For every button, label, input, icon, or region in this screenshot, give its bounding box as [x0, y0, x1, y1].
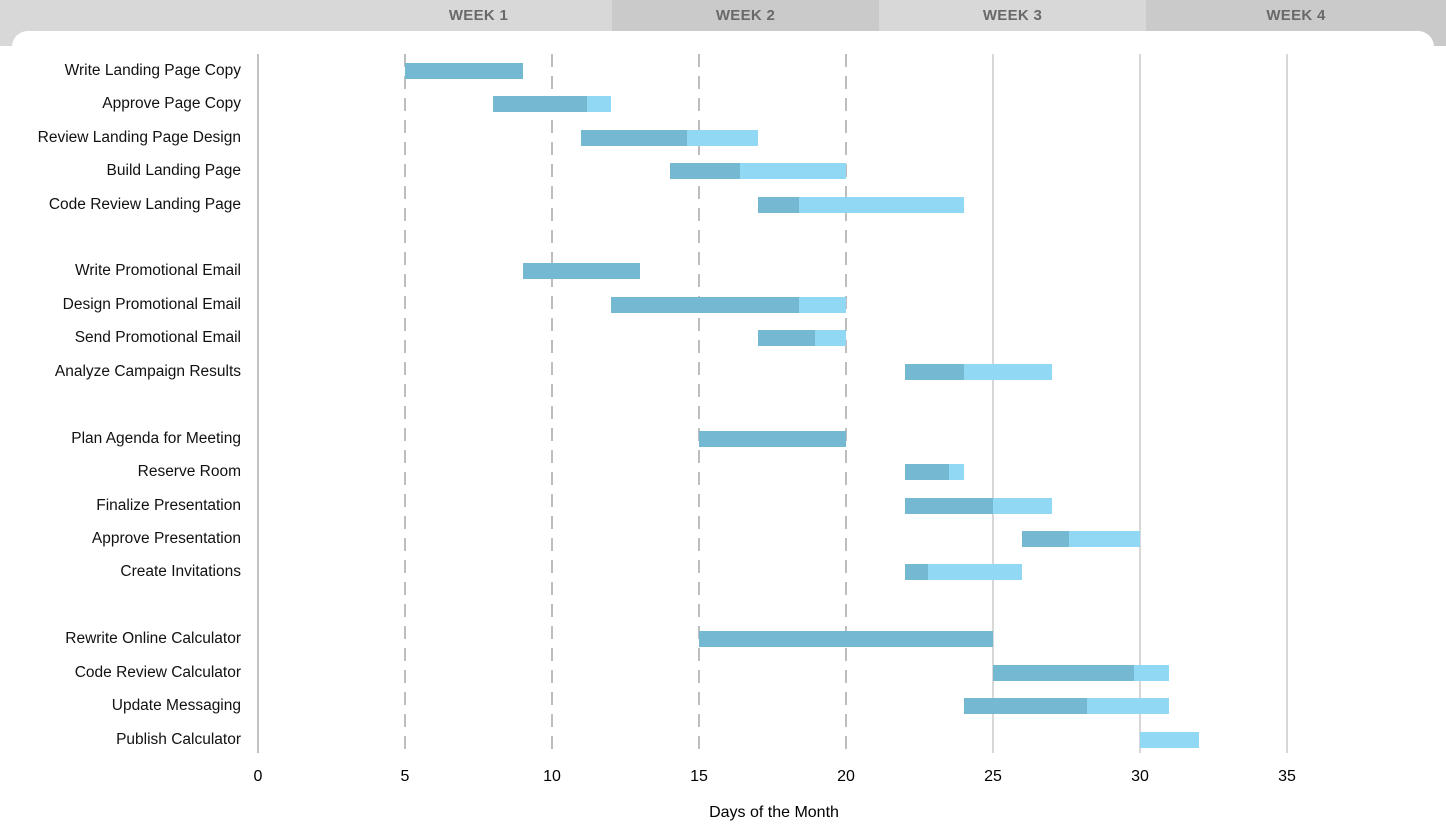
x-tick-30: 30	[1131, 768, 1149, 785]
bar-remaining-segment	[798, 296, 846, 313]
bar-remaining-segment	[928, 564, 1023, 581]
gridline-day-30	[1139, 54, 1141, 753]
gantt-bar-approve-presentation	[1022, 531, 1140, 548]
task-label-write-landing-page-copy: Write Landing Page Copy	[64, 61, 241, 79]
task-label-update-messaging: Update Messaging	[111, 697, 241, 715]
bar-completed-segment	[493, 96, 588, 113]
gantt-bar-build-landing-page	[669, 163, 846, 180]
gridline-day-20	[845, 54, 847, 753]
gantt-bar-finalize-presentation	[904, 497, 1052, 514]
bar-completed-segment	[757, 196, 799, 213]
gantt-bar-analyze-campaign-results	[904, 363, 1052, 380]
bar-remaining-segment	[687, 129, 758, 146]
gridline-day-25	[992, 54, 994, 753]
task-label-approve-page-copy: Approve Page Copy	[102, 95, 241, 113]
gantt-bar-plan-agenda-for-meeting	[699, 430, 846, 447]
bar-remaining-segment	[1134, 664, 1170, 681]
bar-completed-segment	[904, 464, 949, 481]
bar-completed-segment	[904, 363, 964, 380]
gantt-bar-update-messaging	[963, 698, 1170, 715]
bar-completed-segment	[904, 497, 993, 514]
week-label-1: WEEK 1	[448, 7, 509, 24]
gantt-bar-rewrite-online-calculator	[699, 631, 993, 648]
gantt-bar-review-landing-page-design	[581, 129, 758, 146]
bar-completed-segment	[699, 631, 993, 648]
gantt-bar-write-landing-page-copy	[405, 62, 523, 79]
gridline-day-35	[1286, 54, 1288, 753]
gantt-bar-send-promotional-email	[757, 330, 846, 347]
week-label-2: WEEK 2	[715, 7, 776, 24]
week-label-4: WEEK 4	[1266, 7, 1326, 24]
bar-completed-segment	[904, 564, 929, 581]
bar-remaining-segment	[948, 464, 964, 481]
x-tick-15: 15	[690, 768, 708, 785]
x-tick-5: 5	[400, 768, 410, 785]
task-label-code-review-calculator: Code Review Calculator	[74, 663, 241, 681]
x-tick-25: 25	[984, 768, 1002, 785]
gridline-day-15	[698, 54, 700, 753]
task-label-plan-agenda-for-meeting: Plan Agenda for Meeting	[71, 429, 241, 447]
gantt-bar-reserve-room	[904, 464, 964, 481]
bar-remaining-segment	[587, 96, 611, 113]
bar-completed-segment	[669, 163, 741, 180]
bar-remaining-segment	[963, 363, 1052, 380]
bar-remaining-segment	[992, 497, 1052, 514]
gantt-bar-design-promotional-email	[610, 296, 846, 313]
week-label-3: WEEK 3	[982, 7, 1043, 24]
gantt-bar-approve-page-copy	[493, 96, 611, 113]
task-label-send-promotional-email: Send Promotional Email	[74, 329, 241, 347]
bar-completed-segment	[1022, 531, 1070, 548]
task-label-reserve-room: Reserve Room	[137, 463, 241, 481]
gantt-bar-code-review-calculator	[993, 664, 1170, 681]
x-axis-title: Days of the Month	[709, 804, 839, 821]
x-tick-35: 35	[1278, 768, 1296, 785]
bar-remaining-segment	[815, 330, 846, 347]
bar-remaining-segment	[1069, 531, 1140, 548]
bar-completed-segment	[610, 296, 799, 313]
bar-remaining-segment	[1140, 731, 1199, 748]
gridline-day-10	[551, 54, 553, 753]
task-label-create-invitations: Create Invitations	[120, 563, 241, 581]
gantt-bar-code-review-landing-page	[757, 196, 964, 213]
gantt-bar-create-invitations	[904, 564, 1023, 581]
x-tick-0: 0	[253, 768, 263, 785]
task-label-approve-presentation: Approve Presentation	[91, 530, 241, 548]
x-tick-10: 10	[543, 768, 561, 785]
task-label-finalize-presentation: Finalize Presentation	[96, 496, 241, 514]
bar-completed-segment	[522, 263, 641, 280]
gridline-day-5	[404, 54, 406, 753]
bar-completed-segment	[963, 698, 1088, 715]
task-label-code-review-landing-page: Code Review Landing Page	[48, 195, 241, 213]
gridline-day-0	[257, 54, 259, 753]
bar-completed-segment	[699, 430, 846, 447]
task-label-publish-calculator: Publish Calculator	[116, 730, 241, 748]
task-label-analyze-campaign-results: Analyze Campaign Results	[54, 362, 241, 380]
gantt-bar-publish-calculator	[1140, 731, 1199, 748]
bar-completed-segment	[581, 129, 688, 146]
bar-completed-segment	[405, 62, 523, 79]
task-label-rewrite-online-calculator: Rewrite Online Calculator	[65, 630, 241, 648]
task-label-review-landing-page-design: Review Landing Page Design	[37, 128, 241, 146]
task-label-write-promotional-email: Write Promotional Email	[75, 262, 241, 280]
bar-remaining-segment	[740, 163, 846, 180]
gantt-bar-write-promotional-email	[522, 263, 641, 280]
task-label-design-promotional-email: Design Promotional Email	[62, 295, 241, 313]
week-header-band: WEEK 1 WEEK 2 WEEK 3 WEEK 4	[0, 0, 1446, 46]
x-tick-20: 20	[837, 768, 855, 785]
task-label-build-landing-page: Build Landing Page	[106, 162, 241, 180]
bar-remaining-segment	[798, 196, 964, 213]
bar-remaining-segment	[1087, 698, 1170, 715]
bar-completed-segment	[993, 664, 1135, 681]
bar-completed-segment	[757, 330, 816, 347]
